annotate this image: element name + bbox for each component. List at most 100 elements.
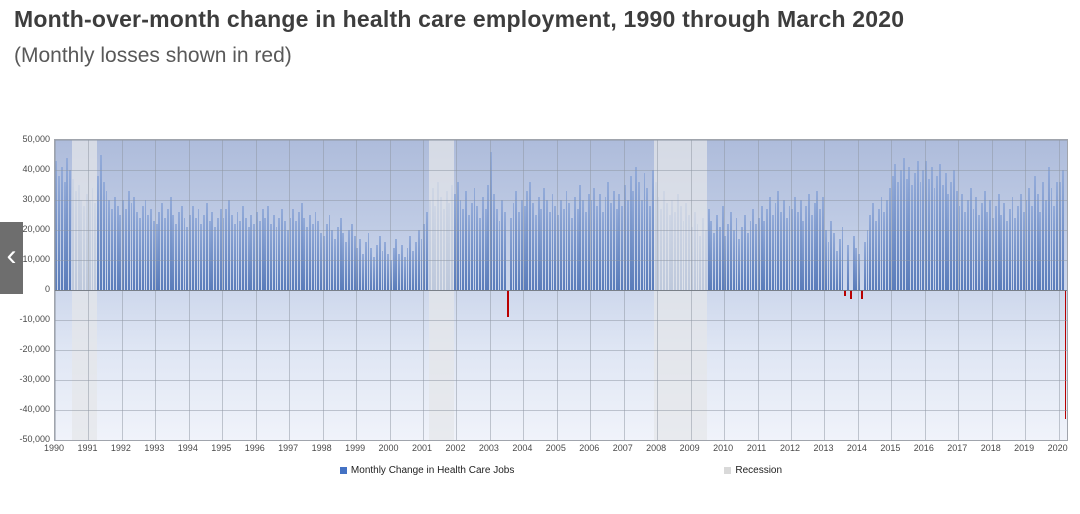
bar [116, 206, 119, 290]
bar [1039, 212, 1042, 290]
x-tick-label: 1995 [211, 443, 232, 453]
bar [462, 209, 465, 290]
bar [272, 215, 275, 290]
bar [1036, 194, 1039, 290]
bar [342, 233, 345, 290]
bar [863, 242, 866, 290]
bar [905, 179, 908, 290]
bar [493, 194, 495, 290]
bar [119, 215, 122, 290]
bar [944, 173, 947, 290]
bar [334, 239, 336, 290]
bar [297, 212, 300, 290]
bar [760, 206, 763, 290]
bar [961, 194, 964, 290]
bar [283, 221, 286, 290]
bar [219, 209, 222, 290]
bar [741, 227, 744, 290]
bar [743, 215, 746, 290]
x-tick-label: 2008 [646, 443, 667, 453]
bar [247, 227, 250, 290]
bar [278, 218, 281, 290]
bar [359, 239, 362, 290]
bar [1022, 212, 1025, 290]
bar [989, 200, 992, 290]
bar [958, 206, 961, 290]
bar [573, 197, 576, 290]
bar [992, 218, 994, 290]
bar [364, 242, 367, 290]
bar [819, 209, 822, 290]
bar [509, 218, 512, 290]
bar [465, 191, 468, 290]
bar [919, 182, 922, 290]
bar [755, 224, 757, 290]
bar [459, 200, 462, 290]
bar [339, 218, 342, 290]
bar [389, 260, 392, 290]
bar [883, 212, 886, 290]
x-tick-label: 2004 [512, 443, 533, 453]
bar [401, 245, 403, 290]
bar [228, 200, 231, 290]
x-tick-label: 1990 [43, 443, 65, 453]
bar [886, 200, 888, 290]
bar [222, 218, 225, 290]
horizontal-gridline [55, 350, 1067, 351]
bar [874, 221, 877, 290]
bar [585, 212, 587, 290]
bar [607, 182, 610, 290]
bar [239, 221, 242, 290]
bar [632, 191, 635, 290]
bar [178, 212, 180, 290]
bar [211, 212, 214, 290]
bar [487, 185, 490, 290]
bar [515, 191, 518, 290]
horizontal-gridline [55, 380, 1067, 381]
bar [799, 200, 802, 290]
bar [624, 185, 626, 290]
bar [250, 215, 253, 290]
bar [512, 203, 515, 290]
bar [710, 221, 713, 290]
x-tick-label: 1992 [110, 443, 131, 453]
bar [523, 206, 526, 290]
y-tick-label: 0 [44, 284, 50, 294]
bar [336, 227, 339, 290]
bar [518, 212, 520, 290]
bar [908, 167, 911, 290]
x-tick-label: 1991 [77, 443, 98, 453]
horizontal-gridline [55, 200, 1067, 201]
y-tick-label: -40,000 [19, 404, 50, 414]
bar [562, 209, 565, 290]
carousel-prev-button[interactable]: ‹ [0, 222, 23, 294]
bar [727, 224, 730, 290]
bar [473, 188, 476, 290]
bar [844, 290, 847, 296]
x-tick-label: 2007 [612, 443, 633, 453]
y-tick-label: -20,000 [19, 344, 50, 354]
bar [1014, 218, 1017, 290]
bar [208, 221, 211, 290]
bar [353, 236, 356, 290]
bar [554, 206, 557, 290]
bar [643, 173, 646, 290]
bar [972, 209, 975, 290]
bar [504, 212, 507, 290]
x-tick-label: 2003 [478, 443, 499, 453]
bar [155, 224, 158, 290]
bar [236, 212, 239, 290]
bar [835, 251, 838, 290]
plot-area [54, 139, 1068, 441]
bar [621, 206, 624, 290]
bar [813, 203, 816, 290]
bar [1045, 200, 1047, 290]
bar [894, 164, 897, 290]
bar [381, 251, 384, 290]
bar [557, 215, 560, 290]
bar [105, 191, 108, 290]
bar [540, 209, 543, 290]
bar [827, 242, 830, 290]
bar [66, 158, 69, 290]
